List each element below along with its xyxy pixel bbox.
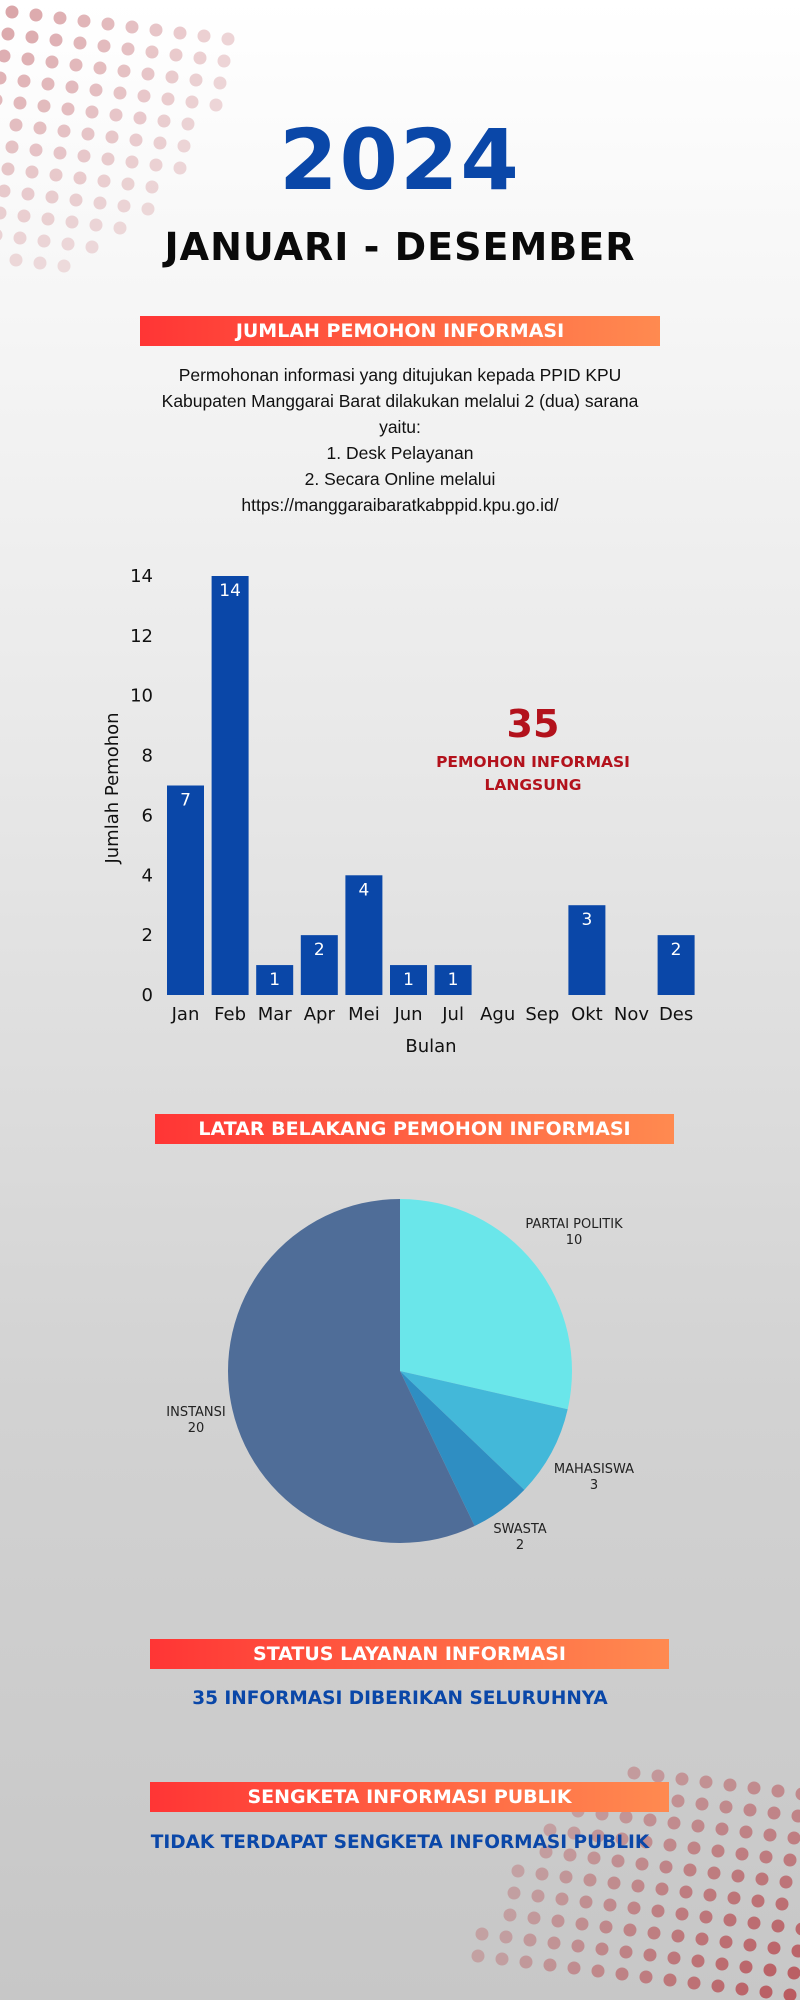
bar (300, 935, 338, 995)
y-tick-label: 6 (142, 805, 153, 826)
y-tick-label: 10 (130, 686, 153, 707)
intro-line: 2. Secara Online melalui (304, 469, 496, 489)
intro-line: Permohonan informasi yang ditujukan kepa… (178, 365, 622, 385)
x-tick-label: Sep (525, 1004, 559, 1025)
y-tick-label: 14 (130, 566, 153, 587)
bar (256, 965, 294, 995)
pie-slice-value: 20 (188, 1421, 205, 1436)
pie-slice-label: INSTANSI (166, 1405, 225, 1420)
y-tick-label: 0 (142, 985, 153, 1006)
section-banner-background: LATAR BELAKANG PEMOHON INFORMASI (155, 1114, 674, 1144)
report-year: 2024 (279, 111, 521, 209)
x-tick-label: Jul (441, 1004, 464, 1025)
report-period: JANUARI - DESEMBER (164, 225, 636, 269)
y-tick-label: 12 (130, 626, 153, 647)
y-tick-label: 4 (142, 865, 153, 886)
bar (568, 905, 606, 995)
bar-value-label: 2 (671, 940, 682, 960)
y-tick-label: 2 (142, 925, 153, 946)
x-tick-label: Jun (393, 1004, 422, 1025)
section-banner-status: STATUS LAYANAN INFORMASI (150, 1639, 669, 1669)
x-tick-label: Des (659, 1004, 693, 1025)
dispute-text: TIDAK TERDAPAT SENGKETA INFORMASI PUBLIK (150, 1832, 650, 1853)
bar (211, 576, 249, 995)
intro-line: yaitu: (379, 417, 421, 437)
bar-value-label: 14 (219, 581, 241, 601)
intro-text: Permohonan informasi yang ditujukan kepa… (120, 362, 680, 518)
total-applicants-caption: PEMOHON INFORMASI (436, 753, 630, 771)
bar-value-label: 1 (448, 970, 459, 990)
x-tick-label: Mar (258, 1004, 293, 1025)
x-tick-label: Agu (480, 1004, 515, 1025)
bar-value-label: 1 (269, 970, 280, 990)
intro-line: Kabupaten Manggarai Barat dilakukan mela… (161, 391, 639, 411)
bar-value-label: 3 (581, 910, 592, 930)
x-axis-label: Bulan (405, 1036, 456, 1057)
bar (167, 785, 204, 995)
section-banner-applicants: JUMLAH PEMOHON INFORMASI (140, 316, 660, 346)
pie-slice-label: MAHASISWA (554, 1462, 634, 1477)
pie-slice-value: 10 (566, 1233, 583, 1248)
x-tick-label: Nov (614, 1004, 649, 1025)
pie-slice-value: 3 (590, 1478, 598, 1493)
x-tick-label: Mei (348, 1004, 380, 1025)
pie-slice (227, 1199, 475, 1543)
x-tick-label: Apr (304, 1004, 336, 1025)
pie-slice (400, 1199, 573, 1410)
pie-slice (400, 1371, 525, 1526)
bar (434, 965, 472, 995)
bar (657, 935, 695, 995)
y-axis-label: Jumlah Pemohon (102, 712, 123, 864)
intro-url: https://manggaraibaratkabppid.kpu.go.id/ (241, 495, 559, 515)
bar (390, 965, 427, 995)
section-banner-dispute: SENGKETA INFORMASI PUBLIK (150, 1782, 669, 1812)
pie-slice-value: 2 (516, 1538, 524, 1553)
status-text: 35 INFORMASI DIBERIKAN SELURUHNYA (192, 1688, 608, 1709)
bar-value-label: 1 (403, 970, 414, 990)
bar (345, 875, 383, 995)
pie-slice-label: PARTAI POLITIK (525, 1217, 623, 1232)
y-tick-label: 8 (142, 746, 153, 767)
intro-line: 1. Desk Pelayanan (326, 443, 474, 463)
total-applicants-caption: LANGSUNG (484, 776, 581, 794)
x-tick-label: Jan (171, 1004, 200, 1025)
bar-value-label: 4 (358, 880, 369, 900)
pie-slice (400, 1371, 568, 1490)
bar-value-label: 7 (180, 791, 191, 811)
total-applicants-value: 35 (507, 702, 560, 746)
bar-value-label: 2 (314, 940, 325, 960)
x-tick-label: Feb (214, 1004, 246, 1025)
pie-slice-label: SWASTA (493, 1522, 546, 1537)
x-tick-label: Okt (571, 1004, 603, 1025)
